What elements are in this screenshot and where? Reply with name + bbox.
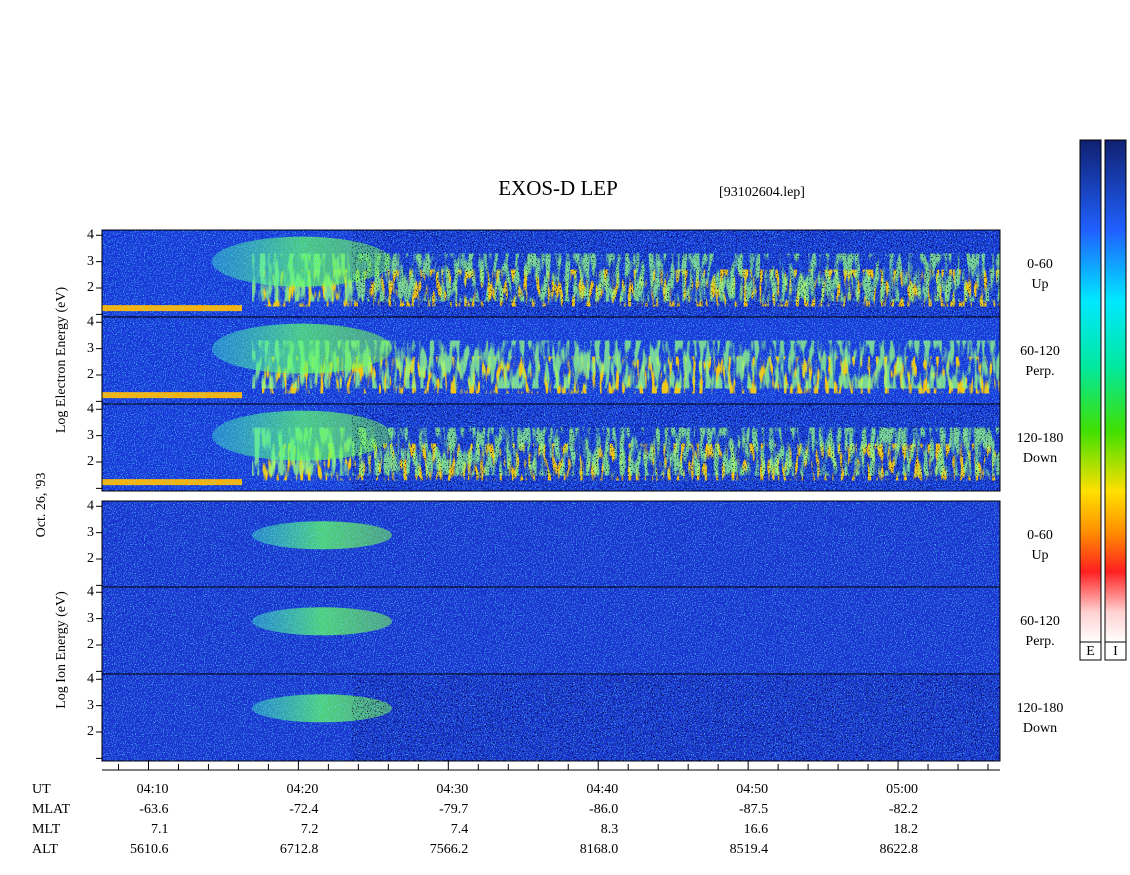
panel-direction: Up: [1031, 277, 1048, 292]
electron-axis-label: Log Electron Energy (eV): [54, 287, 69, 434]
panel-frame: [101, 403, 1001, 492]
spectrogram-panel: [101, 586, 1001, 675]
time-label: UT: [32, 782, 51, 797]
panel-direction: Perp.: [1025, 364, 1054, 379]
orbit-value: 18.2: [894, 822, 919, 837]
y-tick-label: 2: [87, 280, 94, 295]
spectrogram-panel: [101, 673, 1001, 762]
orbit-value: -82.2: [889, 802, 918, 817]
panel-angle: 0-60: [1027, 257, 1053, 272]
y-tick-label: 2: [87, 637, 94, 652]
y-tick-label: 2: [87, 724, 94, 739]
dark-speckle: [352, 404, 1000, 491]
spectrogram-panel: [101, 403, 1001, 492]
panel-angle: 60-120: [1020, 344, 1060, 359]
orbit-value: 7566.2: [430, 842, 469, 857]
orbit-value: 5610.6: [130, 842, 169, 857]
ion-axis-label: Log Ion Energy (eV): [54, 591, 69, 709]
panel-direction: Down: [1023, 721, 1057, 736]
speckle: [102, 587, 1000, 674]
x-tick-label: 04:50: [736, 782, 768, 797]
y-tick-label: 4: [87, 671, 94, 686]
orbit-value: 8.3: [601, 822, 619, 837]
orbit-value: 7.4: [451, 822, 469, 837]
orbit-label: MLAT: [32, 802, 71, 817]
colorbar-label-box: [1079, 641, 1102, 661]
orbit-value: 16.6: [744, 822, 769, 837]
y-tick-label: 3: [87, 254, 94, 269]
colorbar: [1104, 139, 1127, 643]
panel-angle: 60-120: [1020, 614, 1060, 629]
panel-angle: 120-180: [1017, 701, 1064, 716]
y-tick-label: 4: [87, 314, 94, 329]
colorbar-label-box: [1104, 641, 1127, 661]
x-tick-label: 05:00: [886, 782, 918, 797]
orbit-value: -63.6: [139, 802, 168, 817]
orbit-value: 8168.0: [580, 842, 619, 857]
y-tick-label: 4: [87, 401, 94, 416]
orbit-value: -72.4: [289, 802, 318, 817]
dark-speckle: [352, 674, 1000, 761]
panel-angle: 0-60: [1027, 528, 1053, 543]
x-tick-label: 04:40: [586, 782, 618, 797]
x-tick-label: 04:10: [137, 782, 169, 797]
x-tick-label: 04:30: [436, 782, 468, 797]
y-tick-label: 2: [87, 367, 94, 382]
colorbar-label: I: [1113, 644, 1118, 659]
y-tick-label: 2: [87, 454, 94, 469]
orbit-value: 7.2: [301, 822, 319, 837]
colorbar: [1079, 139, 1102, 643]
y-tick-label: 3: [87, 611, 94, 626]
panel-angle: 120-180: [1017, 431, 1064, 446]
dark-speckle: [352, 230, 1000, 317]
y-tick-label: 3: [87, 341, 94, 356]
orbit-value: 6712.8: [280, 842, 319, 857]
orbit-label: ALT: [32, 842, 58, 857]
spectrogram-panel: [101, 316, 1001, 405]
date-label: Oct. 26, '93: [34, 473, 49, 538]
orbit-value: -87.5: [739, 802, 768, 817]
orbit-value: -86.0: [589, 802, 618, 817]
orbit-value: 8622.8: [880, 842, 919, 857]
file-name: [93102604.lep]: [719, 185, 805, 200]
orbit-value: -79.7: [439, 802, 468, 817]
panel-direction: Down: [1023, 451, 1057, 466]
y-tick-label: 4: [87, 584, 94, 599]
spectrogram-panel: [101, 229, 1001, 318]
y-tick-label: 3: [87, 698, 94, 713]
title: EXOS-D LEP: [498, 176, 618, 200]
spectrogram-panel: [101, 500, 1001, 589]
panel-direction: Perp.: [1025, 634, 1054, 649]
y-tick-label: 4: [87, 498, 94, 513]
colorbar-label: E: [1086, 644, 1095, 659]
y-tick-label: 3: [87, 525, 94, 540]
speckle: [102, 501, 1000, 588]
panel-direction: Up: [1031, 548, 1048, 563]
speckle: [102, 317, 1000, 404]
orbit-value: 7.1: [151, 822, 169, 837]
panel-frame: [101, 673, 1001, 762]
x-tick-label: 04:20: [287, 782, 319, 797]
y-tick-label: 4: [87, 227, 94, 242]
orbit-value: 8519.4: [730, 842, 769, 857]
y-tick-label: 3: [87, 428, 94, 443]
y-tick-label: 2: [87, 551, 94, 566]
orbit-label: MLT: [32, 822, 61, 837]
